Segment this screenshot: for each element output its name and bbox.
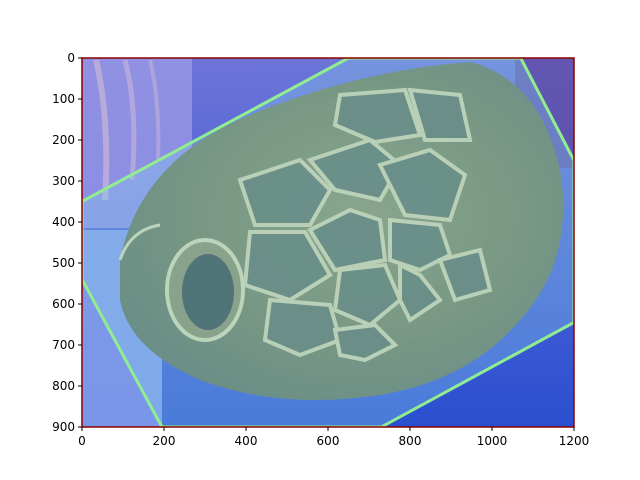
x-tick-label: 800 bbox=[399, 434, 422, 448]
y-tick-label: 500 bbox=[52, 256, 75, 270]
y-tick-label: 700 bbox=[52, 338, 75, 352]
turtle-photo bbox=[82, 58, 574, 427]
y-tick-label: 900 bbox=[52, 420, 75, 434]
x-tick-label: 600 bbox=[317, 434, 340, 448]
y-tick-label: 100 bbox=[52, 92, 75, 106]
y-tick-label: 200 bbox=[52, 133, 75, 147]
y-tick-label: 600 bbox=[52, 297, 75, 311]
y-axis: 0 100 200 300 400 500 600 700 800 900 bbox=[52, 51, 82, 434]
x-tick-label: 0 bbox=[78, 434, 86, 448]
y-tick-label: 0 bbox=[67, 51, 75, 65]
y-tick-label: 800 bbox=[52, 379, 75, 393]
y-tick-label: 300 bbox=[52, 174, 75, 188]
x-tick-label: 1200 bbox=[559, 434, 590, 448]
x-tick-label: 400 bbox=[235, 434, 258, 448]
y-tick-label: 400 bbox=[52, 215, 75, 229]
x-tick-label: 200 bbox=[153, 434, 176, 448]
x-tick-label: 1000 bbox=[477, 434, 508, 448]
overlay-polygon bbox=[82, 58, 574, 427]
x-axis: 0 200 400 600 800 1000 1200 bbox=[78, 427, 589, 448]
